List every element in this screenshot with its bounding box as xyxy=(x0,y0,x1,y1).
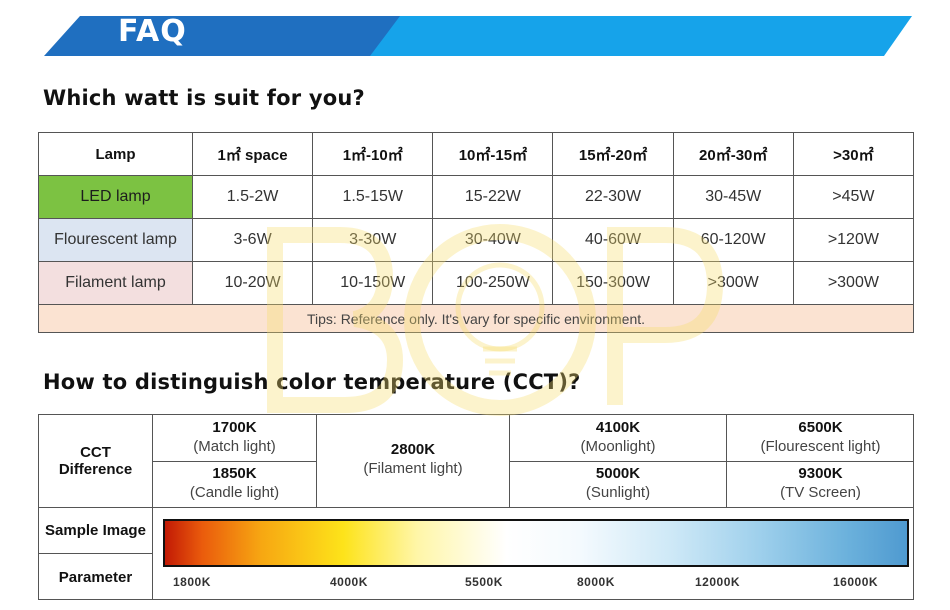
cct-desc: (Match light) xyxy=(193,438,276,455)
header-area: 10㎡-15㎡ xyxy=(432,132,554,176)
faq-banner: FAQ xyxy=(0,0,950,60)
header-lamp: Lamp xyxy=(38,132,193,176)
sample-image-label: Sample Image xyxy=(39,508,153,554)
watt-table: Lamp 1㎡ space 1㎡-10㎡ 10㎡-15㎡ 15㎡-20㎡ 20㎡… xyxy=(38,132,915,333)
cct-value: 9300K xyxy=(798,465,843,482)
cct-label-line2: Difference xyxy=(58,461,133,478)
parameter-label: Parameter xyxy=(39,554,153,600)
cct-value: 5000K xyxy=(595,465,641,482)
watt-cell: 1.5-15W xyxy=(312,175,434,219)
parameter-tick: 8000K xyxy=(577,575,615,589)
tips-text: Tips: Reference only. It's vary for spec… xyxy=(38,304,914,333)
cct-desc: (TV Screen) xyxy=(780,484,861,501)
parameter-ticks: 1800K 4000K 5500K 8000K 12000K 16000K xyxy=(163,575,923,595)
parameter-label-text: Parameter xyxy=(58,568,133,586)
banner-shape xyxy=(44,16,912,56)
parameter-tick: 1800K xyxy=(173,575,211,589)
cct-desc: (Moonlight) xyxy=(580,438,656,455)
color-temperature-gradient xyxy=(163,519,909,567)
watt-cell: 30-45W xyxy=(672,175,794,219)
watt-cell: 22-30W xyxy=(552,175,674,219)
cct-desc: (Flourescent light) xyxy=(760,438,881,455)
header-area: 1㎡-10㎡ xyxy=(312,132,434,176)
header-area: 1㎡ space xyxy=(191,132,314,176)
lamp-label: LED lamp xyxy=(38,175,193,219)
table-row: Filament lamp 10-20W 10-150W 100-250W 15… xyxy=(38,261,915,305)
watt-header-row: Lamp 1㎡ space 1㎡-10㎡ 10㎡-15㎡ 15㎡-20㎡ 20㎡… xyxy=(38,132,915,176)
watt-cell: 10-150W xyxy=(312,261,434,305)
parameter-tick: 5500K xyxy=(465,575,503,589)
watt-cell: 1.5-2W xyxy=(191,175,314,219)
watt-cell: >300W xyxy=(792,261,915,305)
cct-table: CCT Difference 1700K (Match light) 1850K… xyxy=(38,414,914,600)
header-area: 20㎡-30㎡ xyxy=(672,132,794,176)
watt-cell: 40-60W xyxy=(552,218,674,262)
watt-cell: 150-300W xyxy=(552,261,674,305)
cct-cell-5000k: 5000K (Sunlight) xyxy=(510,462,727,508)
watt-cell: >45W xyxy=(792,175,915,219)
parameter-tick: 16000K xyxy=(833,575,879,589)
cct-cell-4100k: 4100K (Moonlight) xyxy=(510,415,727,462)
cct-cell-9300k: 9300K (TV Screen) xyxy=(727,462,914,508)
cct-label-line1: CCT xyxy=(80,444,111,461)
watt-cell: >300W xyxy=(672,261,794,305)
cct-cell-1850k: 1850K (Candle light) xyxy=(153,462,317,508)
watt-cell: 100-250W xyxy=(432,261,554,305)
watt-cell: 15-22W xyxy=(432,175,554,219)
cct-heading: How to distinguish color temperature (CC… xyxy=(43,370,581,394)
header-area: >30㎡ xyxy=(792,132,915,176)
cct-difference-label: CCT Difference xyxy=(39,415,153,508)
watt-cell: 3-30W xyxy=(312,218,434,262)
cct-value: 6500K xyxy=(798,419,843,436)
cct-value: 1700K xyxy=(212,419,257,436)
cct-value: 2800K xyxy=(390,441,436,458)
cct-desc: (Filament light) xyxy=(363,460,463,477)
banner-title: FAQ xyxy=(118,14,187,49)
watt-cell: 60-120W xyxy=(672,218,794,262)
cct-value: 1850K xyxy=(212,465,257,482)
cct-desc: (Sunlight) xyxy=(585,484,651,501)
cct-desc: (Candle light) xyxy=(189,484,280,501)
cct-cell-6500k: 6500K (Flourescent light) xyxy=(727,415,914,462)
cct-value: 4100K xyxy=(595,419,641,436)
watt-cell: 30-40W xyxy=(432,218,554,262)
watt-heading: Which watt is suit for you? xyxy=(43,86,365,110)
table-row: Flourescent lamp 3-6W 3-30W 30-40W 40-60… xyxy=(38,218,915,262)
cct-cell-2800k: 2800K (Filament light) xyxy=(317,415,510,508)
lamp-label: Flourescent lamp xyxy=(38,218,193,262)
header-area: 15㎡-20㎡ xyxy=(552,132,674,176)
parameter-tick: 4000K xyxy=(330,575,368,589)
watt-cell: 10-20W xyxy=(191,261,314,305)
cct-cell-1700k: 1700K (Match light) xyxy=(153,415,317,462)
lamp-label: Filament lamp xyxy=(38,261,193,305)
watt-cell: 3-6W xyxy=(191,218,314,262)
parameter-tick: 12000K xyxy=(695,575,741,589)
tips-row: Tips: Reference only. It's vary for spec… xyxy=(38,304,914,333)
table-row: LED lamp 1.5-2W 1.5-15W 15-22W 22-30W 30… xyxy=(38,175,915,219)
sample-label-text: Sample Image xyxy=(45,522,146,539)
watt-cell: >120W xyxy=(792,218,915,262)
